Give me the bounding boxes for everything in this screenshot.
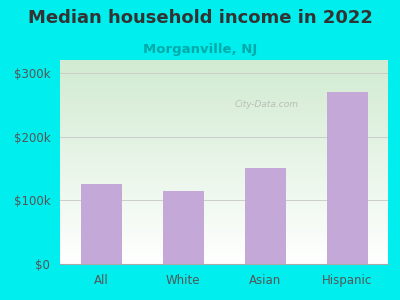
Text: Morganville, NJ: Morganville, NJ (143, 44, 257, 56)
Bar (244, 168, 286, 264)
Bar (162, 191, 204, 264)
Bar (80, 184, 122, 264)
Text: Median household income in 2022: Median household income in 2022 (28, 9, 372, 27)
Bar (326, 92, 368, 264)
Text: City-Data.com: City-Data.com (235, 100, 299, 109)
